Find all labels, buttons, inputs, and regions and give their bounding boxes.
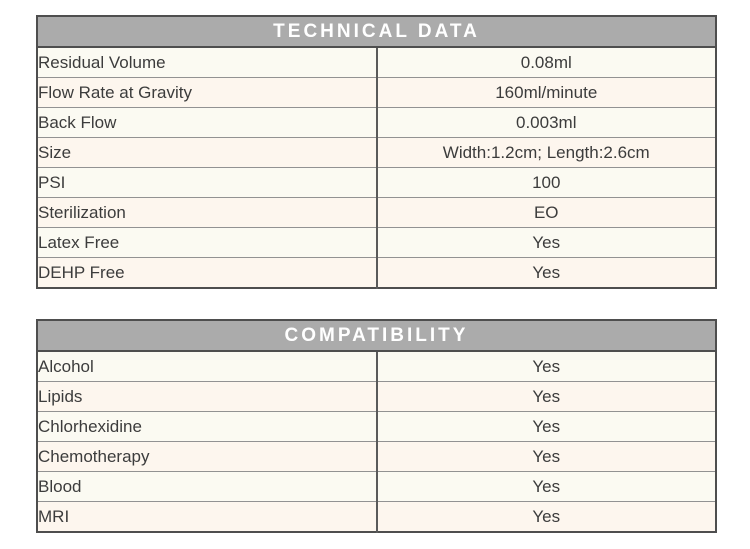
table-row: Lipids Yes [37, 381, 716, 412]
table-row: Blood Yes [37, 471, 716, 502]
spec-label: Alcohol [37, 351, 378, 382]
spec-value: Yes [376, 411, 716, 442]
table-row: Chemotherapy Yes [37, 441, 716, 472]
spec-label: PSI [37, 167, 378, 198]
spec-value: 0.08ml [376, 47, 716, 78]
spec-label: Lipids [37, 381, 378, 412]
table-title: TECHNICAL DATA [37, 16, 716, 48]
table-header-row: COMPATIBILITY [37, 320, 716, 352]
spec-value: Yes [376, 381, 716, 412]
spec-value: Yes [376, 257, 716, 288]
table-row: PSI 100 [37, 167, 716, 198]
spec-value: Yes [376, 351, 716, 382]
spec-value: EO [376, 197, 716, 228]
spec-label: Blood [37, 471, 378, 502]
compatibility-table: COMPATIBILITY Alcohol Yes Lipids Yes Chl… [36, 319, 717, 533]
spec-label: Residual Volume [37, 47, 378, 78]
spec-label: Latex Free [37, 227, 378, 258]
table-row: DEHP Free Yes [37, 257, 716, 288]
table-row: Latex Free Yes [37, 227, 716, 258]
spec-value: Yes [376, 471, 716, 502]
spec-label: Flow Rate at Gravity [37, 77, 378, 108]
table-row: Sterilization EO [37, 197, 716, 228]
table-row: Back Flow 0.003ml [37, 107, 716, 138]
table-row: Flow Rate at Gravity 160ml/minute [37, 77, 716, 108]
spec-label: Chlorhexidine [37, 411, 378, 442]
spec-label: DEHP Free [37, 257, 378, 288]
spec-label: Chemotherapy [37, 441, 378, 472]
spec-value: 100 [376, 167, 716, 198]
spec-value: 160ml/minute [376, 77, 716, 108]
table-header-row: TECHNICAL DATA [37, 16, 716, 48]
table-row: Chlorhexidine Yes [37, 411, 716, 442]
spec-label: MRI [37, 501, 378, 532]
table-row: MRI Yes [37, 501, 716, 532]
technical-data-table: TECHNICAL DATA Residual Volume 0.08ml Fl… [36, 15, 717, 289]
spec-label: Back Flow [37, 107, 378, 138]
spec-label: Size [37, 137, 378, 168]
spec-value: Yes [376, 441, 716, 472]
table-row: Size Width:1.2cm; Length:2.6cm [37, 137, 716, 168]
spec-value: Width:1.2cm; Length:2.6cm [376, 137, 716, 168]
table-row: Residual Volume 0.08ml [37, 47, 716, 78]
table-title: COMPATIBILITY [37, 320, 716, 352]
table-row: Alcohol Yes [37, 351, 716, 382]
spec-label: Sterilization [37, 197, 378, 228]
spec-value: Yes [376, 501, 716, 532]
spec-value: Yes [376, 227, 716, 258]
spec-value: 0.003ml [376, 107, 716, 138]
